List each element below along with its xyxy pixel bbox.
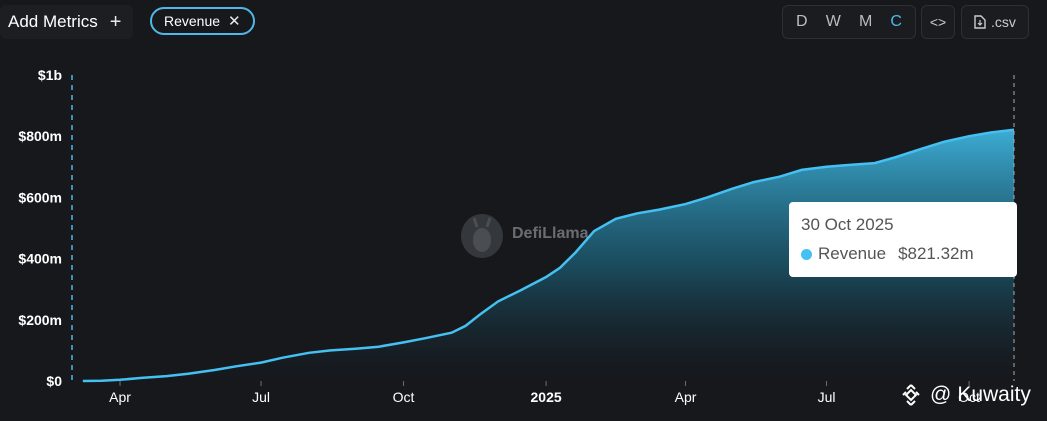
series-dot-icon xyxy=(801,248,812,260)
x-tick-label: Apr xyxy=(675,389,697,405)
metric-pill-revenue[interactable]: Revenue ✕ xyxy=(150,7,255,35)
metric-pill-label: Revenue xyxy=(164,13,221,29)
revenue-line xyxy=(82,128,1015,383)
binance-logo-icon xyxy=(902,384,920,406)
tooltip-date: 30 Oct 2025 xyxy=(801,215,894,234)
tooltip-row: Revenue $821.32m xyxy=(801,244,1005,264)
credit-at: @ xyxy=(930,383,952,406)
y-tick-label: $0 xyxy=(46,373,62,389)
tooltip-value: $821.32m xyxy=(898,244,974,263)
defillama-watermark: DefiLlama xyxy=(460,210,588,258)
x-axis: Apr Jul Oct 2025 Apr Jul Oct xyxy=(109,381,980,405)
y-tick-label: $600m xyxy=(18,189,62,205)
x-tick-label: 2025 xyxy=(531,389,562,405)
interval-option-m[interactable]: M xyxy=(858,13,873,30)
csv-download-button[interactable]: .csv xyxy=(961,5,1029,39)
tooltip-series: Revenue xyxy=(818,244,887,263)
watermark-text: DefiLlama xyxy=(512,225,589,242)
toolbar-left: Add Metrics + xyxy=(0,5,134,39)
interval-option-c[interactable]: C xyxy=(890,13,902,30)
embed-button[interactable]: <> xyxy=(921,5,955,39)
add-metrics-label: Add Metrics xyxy=(8,12,98,31)
x-tick-label: Oct xyxy=(958,389,980,405)
chart-tooltip: 30 Oct 2025 Revenue $821.32m xyxy=(789,202,1017,277)
close-icon[interactable]: ✕ xyxy=(228,13,241,30)
interval-option-w[interactable]: W xyxy=(825,13,841,30)
add-metrics-button[interactable]: Add Metrics + xyxy=(0,5,134,39)
y-tick-label: $400m xyxy=(18,251,62,267)
x-tick-label: Jul xyxy=(818,389,836,405)
file-download-icon xyxy=(974,15,986,29)
y-tick-label: $1b xyxy=(38,67,62,83)
interval-selector: D W M C xyxy=(782,5,916,39)
y-tick-label: $800m xyxy=(18,128,62,144)
revenue-area xyxy=(82,129,1015,381)
credit-name: Kuwaity xyxy=(957,383,1031,406)
x-tick-label: Oct xyxy=(393,389,415,405)
author-credit: @ Kuwaity xyxy=(898,382,1031,408)
llama-logo-icon xyxy=(461,214,503,258)
plus-icon: + xyxy=(109,11,122,33)
y-tick-label: $200m xyxy=(18,312,62,328)
interval-option-d[interactable]: D xyxy=(796,13,808,30)
x-tick-label: Apr xyxy=(109,389,131,405)
code-icon: <> xyxy=(929,14,947,30)
csv-label: .csv xyxy=(991,14,1016,30)
x-tick-label: Jul xyxy=(252,389,270,405)
y-axis: $0 $200m $400m $600m $800m $1b xyxy=(18,67,62,389)
